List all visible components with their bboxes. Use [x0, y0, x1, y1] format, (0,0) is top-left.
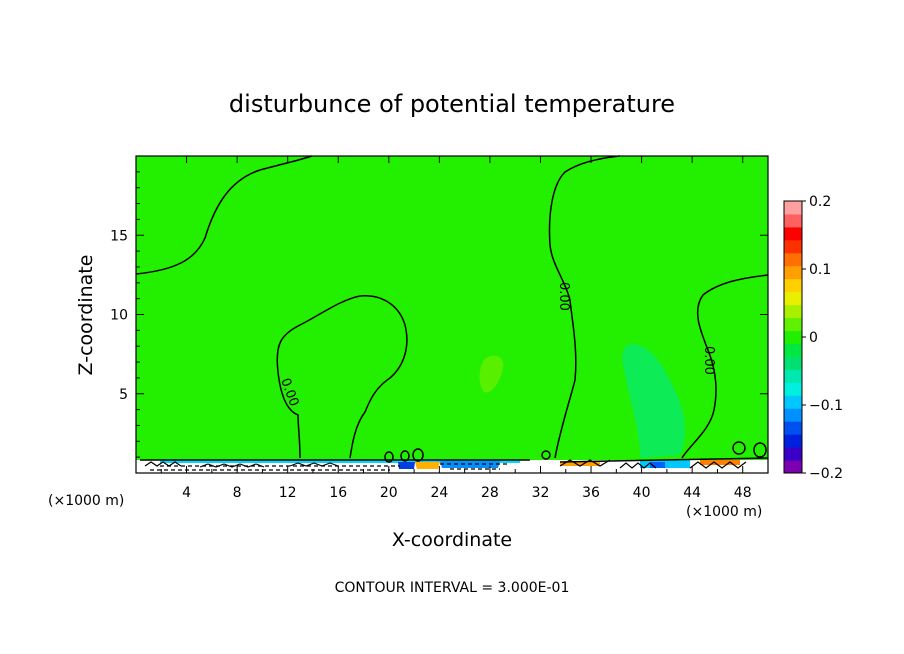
y-tick-label: 10	[110, 308, 128, 324]
colorbar-swatch	[784, 317, 802, 332]
y-tick-label: 5	[119, 387, 128, 403]
x-tick-label: 24	[430, 485, 448, 501]
x-tick-label: 4	[182, 485, 191, 501]
contour-loop	[400, 450, 410, 462]
contour-label: 0.00	[701, 346, 716, 375]
x-tick-label: 28	[481, 485, 499, 501]
colorbar-swatch	[784, 226, 802, 241]
surface-warm-patch-2	[560, 462, 600, 466]
colorbar-swatch	[784, 395, 802, 409]
colorbar-swatch	[784, 434, 802, 448]
colorbar-swatch	[784, 201, 802, 215]
x-tick-label: 12	[279, 485, 297, 501]
contour-line-right	[681, 274, 769, 459]
plot-area: 0.00 0.00 0.00	[135, 155, 769, 474]
colorbar-swatch	[784, 408, 802, 422]
colorbar-swatch	[784, 356, 802, 370]
y-axis-label: Z-coordinate	[75, 255, 97, 376]
x-tick-label: 44	[683, 485, 701, 501]
x-tick-label: 20	[380, 485, 398, 501]
contour-line-left	[135, 155, 313, 275]
colorbar-tick-label: 0.2	[809, 194, 831, 210]
y-tick-label: 15	[110, 228, 128, 244]
contour-loop	[412, 448, 424, 462]
colorbar-swatch	[784, 291, 802, 306]
colorbar-swatch	[784, 421, 802, 435]
x-tick-label: 32	[532, 485, 550, 501]
contour-line-center-tall	[548, 155, 621, 459]
surface-warm-patch-1	[415, 462, 440, 469]
colorbar-swatch	[784, 330, 802, 344]
colorbar-swatch	[784, 252, 802, 267]
contour-line-bubble	[276, 295, 408, 459]
colorbar-tick-label: 0.1	[809, 262, 831, 278]
contour-surface-dashes	[150, 463, 510, 471]
surface-blue-patch-2	[398, 462, 415, 469]
colorbar-swatch	[784, 239, 802, 254]
contour-interval-note: CONTOUR INTERVAL = 3.000E-01	[335, 580, 570, 596]
x-tick-label: 48	[734, 485, 752, 501]
cool-blob	[622, 344, 686, 458]
y-axis: 5 10 15	[110, 171, 768, 458]
colorbar-swatch	[784, 447, 802, 461]
warm-blob	[479, 355, 504, 393]
contour-loop	[384, 451, 394, 463]
colorbar-tick-label: −0.1	[809, 398, 843, 414]
colorbar-tick-label: 0	[809, 330, 818, 346]
x-unit-right: (×1000 m)	[686, 504, 762, 520]
colorbar-tick-label: −0.2	[809, 466, 843, 482]
x-tick-label: 16	[329, 485, 347, 501]
colorbar-swatch	[784, 382, 802, 396]
contour-surface-wiggles	[144, 459, 747, 469]
colorbar-swatch	[784, 265, 802, 280]
x-tick-label: 8	[233, 485, 242, 501]
contour-label: 0.00	[556, 282, 571, 311]
chart-title: disturbunce of potential temperature	[229, 90, 675, 118]
colorbar: 0.2 0.1 0 −0.1 −0.2	[783, 194, 843, 482]
colorbar-swatch	[784, 278, 802, 293]
colorbar-swatch	[784, 343, 802, 357]
x-tick-label: 40	[633, 485, 651, 501]
colorbar-swatch	[784, 369, 802, 383]
colorbar-swatch	[784, 460, 802, 474]
x-axis-label: X-coordinate	[392, 529, 512, 551]
contour-loop	[541, 450, 551, 460]
colorbar-swatch	[784, 213, 802, 228]
x-tick-label: 36	[582, 485, 600, 501]
x-axis: 4 8 12 16 20 24 28 32 36 40 44 48	[160, 156, 752, 501]
x-unit-left: (×1000 m)	[48, 493, 124, 509]
contour-loop	[732, 441, 746, 455]
contour-lines	[135, 155, 769, 471]
colorbar-swatch	[784, 304, 802, 319]
contour-loop	[753, 442, 767, 458]
contour-surface-line	[140, 457, 769, 463]
